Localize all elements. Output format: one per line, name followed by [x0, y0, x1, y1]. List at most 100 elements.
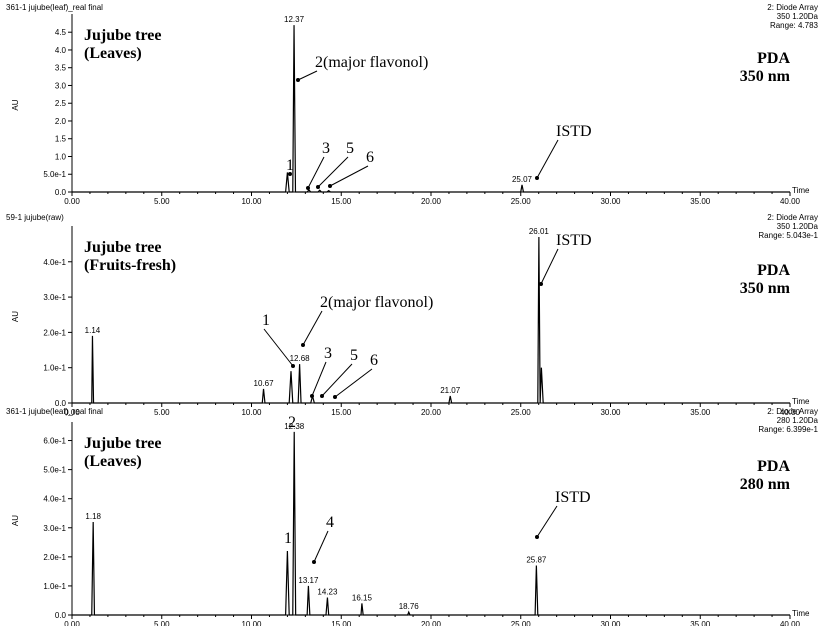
- y-tick-label: 3.5: [55, 64, 67, 73]
- x-tick-label: 40.00: [780, 197, 801, 206]
- arrow-head: [301, 343, 305, 347]
- y-tick-label: 6.0e-1: [43, 437, 66, 446]
- annotation-arrow: [297, 70, 318, 81]
- panel-title: (Fruits-fresh): [84, 257, 176, 274]
- arrow-head: [306, 186, 310, 190]
- x-tick-label: 5.00: [154, 197, 170, 206]
- panel-title: (Leaves): [84, 45, 142, 62]
- x-tick-label: 20.00: [421, 408, 442, 417]
- detector-info: 2: Diode Array: [767, 3, 818, 12]
- annotation-arrow: [334, 368, 373, 398]
- panel-title: (Leaves): [84, 453, 142, 470]
- arrow-head: [312, 560, 316, 564]
- peak-annotation: 2: [288, 414, 296, 431]
- x-tick-label: 30.00: [600, 197, 621, 206]
- x-tick-label: 20.00: [421, 197, 442, 206]
- arrow-head: [316, 185, 320, 189]
- panel-title: Jujube tree: [84, 239, 161, 256]
- y-tick-label: 5.0e-1: [43, 466, 66, 475]
- y-tick-label: 2.0: [55, 117, 67, 126]
- y-tick-label: 2.0e-1: [43, 553, 66, 562]
- peak-annotation: 2(major flavonol): [320, 294, 433, 311]
- y-tick-label: 2.0e-1: [43, 328, 66, 337]
- arrow-head: [291, 364, 295, 368]
- y-tick-label: 4.0: [55, 46, 67, 55]
- detector-mode: 350 nm: [740, 68, 791, 85]
- detector-info: Range: 4.783: [770, 21, 819, 30]
- peak-annotation: 3: [324, 345, 332, 362]
- x-tick-label: 10.00: [241, 620, 262, 626]
- x-tick-label: 35.00: [690, 408, 711, 417]
- peak-label: 12.38: [284, 422, 305, 431]
- arrow-head: [288, 172, 292, 176]
- peak-annotation: 4: [326, 514, 334, 531]
- annotation-arrow: [321, 363, 353, 397]
- sample-name: 361-1 jujube(leaf)_real final: [6, 3, 103, 12]
- sample-name: 361-1 jujube(leaf)_real final: [6, 407, 103, 416]
- y-axis-label: AU: [11, 99, 20, 110]
- peak-annotation: 1: [284, 530, 292, 547]
- x-tick-label: 10.00: [241, 197, 262, 206]
- y-tick-label: 4.5: [55, 28, 67, 37]
- y-tick-label: 3.0e-1: [43, 524, 66, 533]
- peak-annotation: ISTD: [556, 123, 592, 140]
- arrow-head: [296, 78, 300, 82]
- annotation-arrow: [540, 248, 559, 285]
- y-tick-label: 3.0e-1: [43, 293, 66, 302]
- x-tick-label: 15.00: [331, 620, 352, 626]
- annotation-arrow: [317, 156, 349, 188]
- x-tick-label: 5.00: [154, 408, 170, 417]
- x-tick-label: 10.00: [241, 408, 262, 417]
- detector-info: Range: 6.399e-1: [758, 425, 818, 434]
- peak-label: 12.37: [284, 15, 305, 24]
- y-tick-label: 4.0e-1: [43, 258, 66, 267]
- arrow-head: [535, 535, 539, 539]
- detector-info: 2: Diode Array: [767, 407, 818, 416]
- x-tick-label: 0.00: [64, 408, 80, 417]
- annotation-arrow: [536, 139, 559, 179]
- x-tick-label: 25.00: [511, 197, 532, 206]
- peak-annotation: ISTD: [556, 232, 592, 249]
- annotation-arrow: [536, 505, 558, 538]
- arrow-head: [539, 282, 543, 286]
- x-axis-label: Time: [792, 609, 810, 618]
- peak-label: 21.07: [440, 386, 461, 395]
- detector-mode: 280 nm: [740, 476, 791, 493]
- peak-label: 16.15: [352, 593, 373, 602]
- x-tick-label: 35.00: [690, 197, 711, 206]
- x-tick-label: 30.00: [600, 408, 621, 417]
- y-tick-label: 1.0e-1: [43, 364, 66, 373]
- y-tick-label: 2.5: [55, 99, 67, 108]
- chromatogram-trace: [72, 25, 790, 193]
- x-tick-label: 5.00: [154, 620, 170, 626]
- annotation-arrow: [302, 310, 323, 346]
- y-tick-label: 3.0: [55, 81, 67, 90]
- x-axis-label: Time: [792, 186, 810, 195]
- peak-label: 13.17: [298, 576, 319, 585]
- detector-info: 350 1.20Da: [777, 12, 819, 21]
- x-tick-label: 0.00: [64, 620, 80, 626]
- x-tick-label: 20.00: [421, 620, 442, 626]
- peak-label: 18.76: [399, 602, 420, 611]
- arrow-head: [535, 176, 539, 180]
- panel-title: Jujube tree: [84, 435, 161, 452]
- x-tick-label: 15.00: [331, 408, 352, 417]
- arrow-head: [333, 395, 337, 399]
- detector-info: 280 1.20Da: [777, 416, 819, 425]
- x-tick-label: 0.00: [64, 197, 80, 206]
- peak-label: 12.68: [290, 354, 311, 363]
- y-axis-label: AU: [11, 311, 20, 322]
- detector-info: Range: 5.043e-1: [758, 231, 818, 240]
- detector-info: 350 1.20Da: [777, 222, 819, 231]
- peak-annotation: 1: [262, 312, 270, 329]
- x-tick-label: 15.00: [331, 197, 352, 206]
- y-tick-label: 0.0: [55, 188, 67, 197]
- x-tick-label: 25.00: [511, 408, 532, 417]
- detector-mode: PDA: [757, 458, 790, 475]
- panel-title: Jujube tree: [84, 27, 161, 44]
- y-tick-label: 4.0e-1: [43, 495, 66, 504]
- sample-name: 59-1 jujube(raw): [6, 213, 64, 222]
- peak-label: 1.18: [85, 512, 101, 521]
- peak-label: 25.87: [526, 556, 547, 565]
